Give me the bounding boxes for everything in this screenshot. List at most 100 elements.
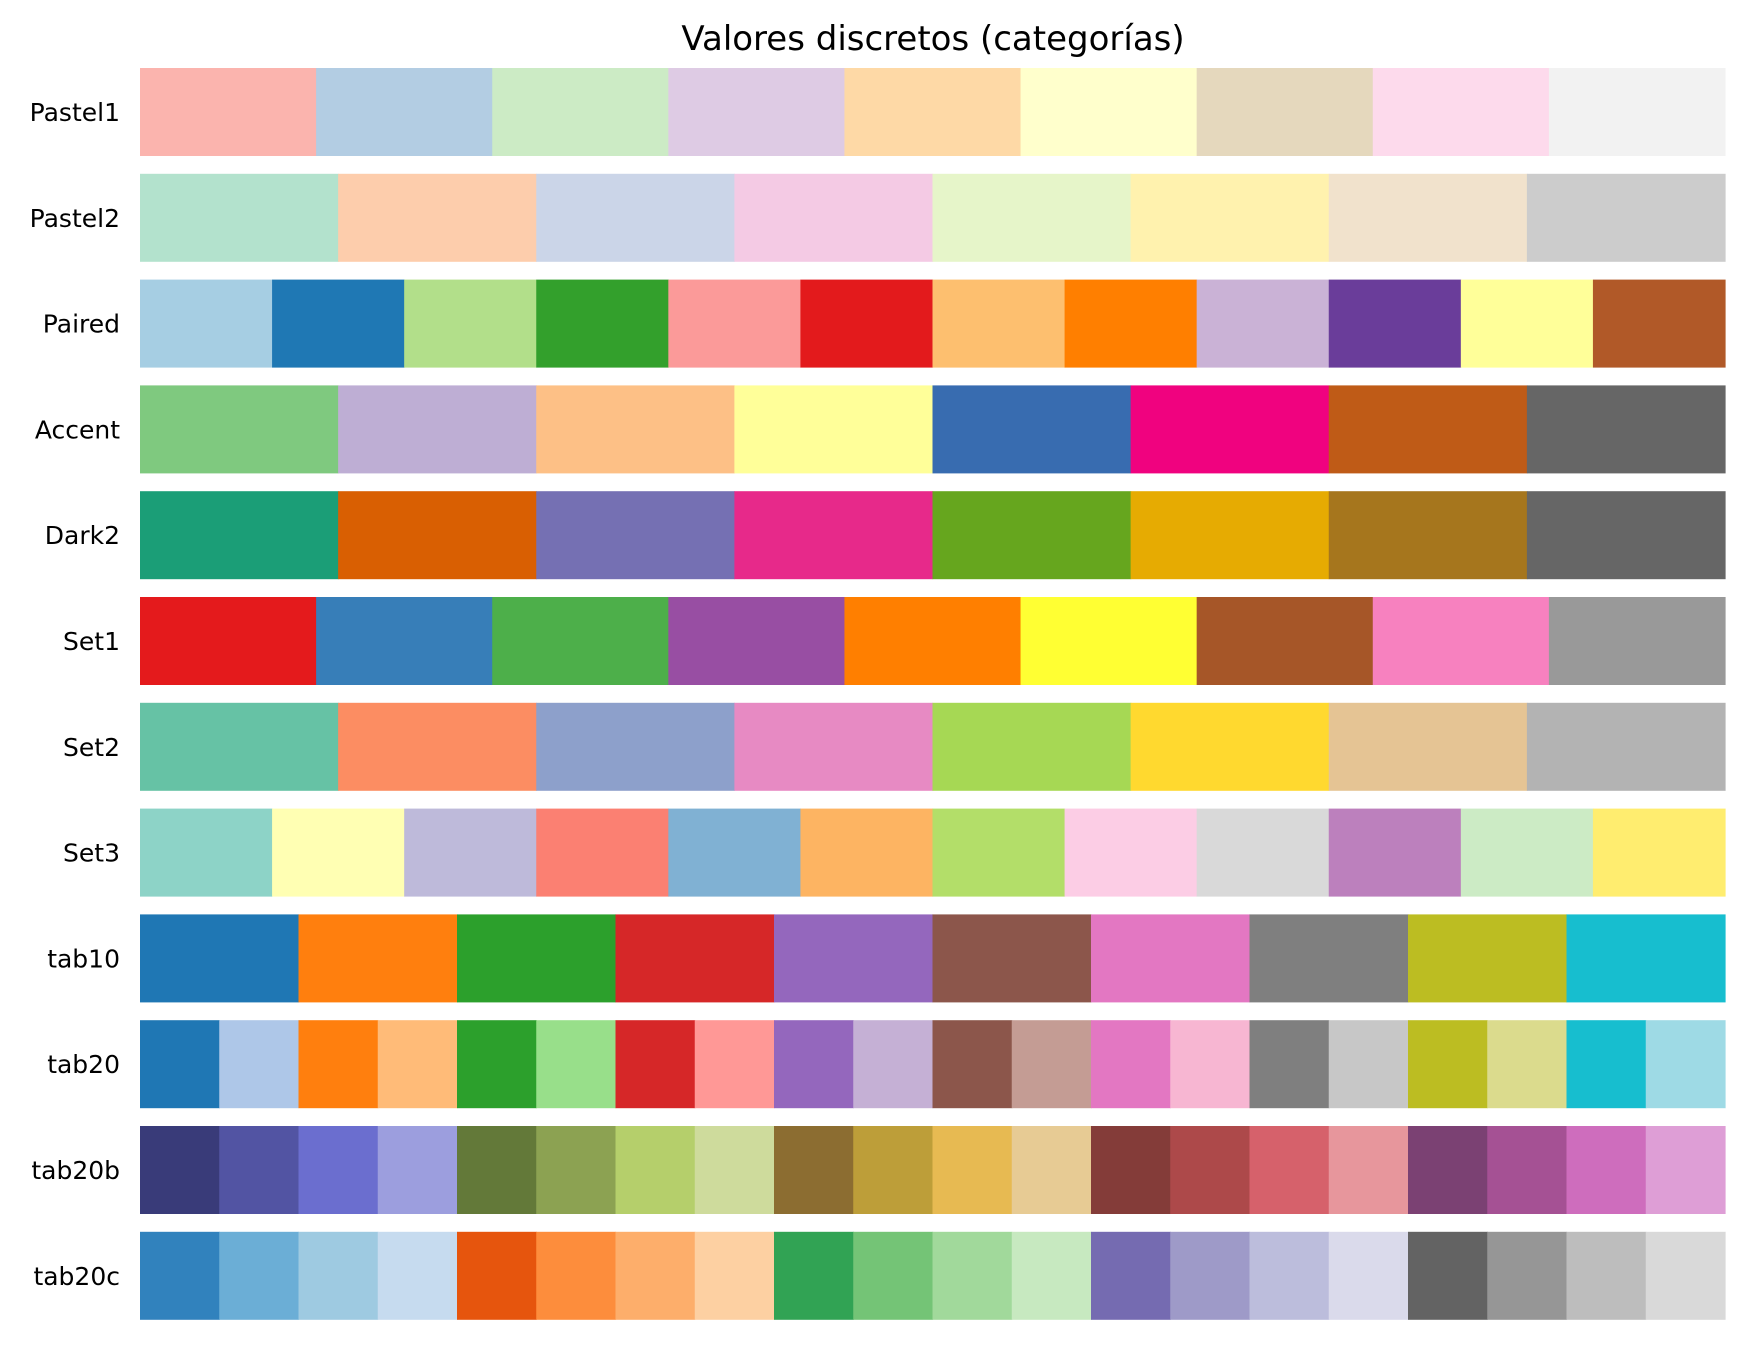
color-swatch — [1091, 1126, 1171, 1214]
color-swatch — [1130, 491, 1330, 580]
row-label: Accent — [35, 415, 120, 444]
color-swatch — [536, 1231, 617, 1320]
color-swatch — [298, 914, 458, 1003]
color-swatch — [1548, 68, 1726, 156]
color-swatch — [1548, 597, 1726, 685]
color-swatch — [492, 597, 669, 685]
color-swatch — [734, 702, 934, 791]
color-swatch — [140, 385, 339, 474]
color-swatch — [1328, 279, 1462, 368]
color-swatch — [1645, 1231, 1726, 1320]
color-swatch — [298, 1231, 379, 1320]
color-swatch — [1170, 1126, 1251, 1214]
color-swatch — [932, 385, 1132, 474]
color-swatch — [1526, 491, 1726, 580]
color-swatch — [1372, 68, 1550, 156]
color-swatch — [774, 1020, 854, 1109]
color-swatch — [404, 279, 537, 368]
color-swatch — [844, 597, 1022, 685]
palette-row-tab20: tab20 — [47, 1020, 1726, 1109]
color-swatch — [1064, 808, 1198, 897]
color-swatch — [140, 68, 317, 156]
color-swatch — [1170, 1231, 1251, 1320]
color-swatch — [1566, 1020, 1647, 1109]
color-swatch — [694, 1231, 775, 1320]
color-swatch — [536, 1126, 617, 1214]
color-swatch — [140, 491, 339, 580]
color-swatch — [734, 491, 934, 580]
color-swatch — [316, 68, 493, 156]
palette-row-set1: Set1 — [63, 597, 1726, 685]
color-swatch — [1091, 914, 1251, 1003]
color-swatch — [457, 1126, 537, 1214]
color-swatch — [1196, 808, 1330, 897]
color-swatch — [734, 385, 934, 474]
color-swatch — [853, 1020, 934, 1109]
color-swatch — [377, 1231, 458, 1320]
palette-row-pastel1: Pastel1 — [30, 68, 1726, 156]
color-swatch — [140, 1126, 220, 1214]
palette-rows: Pastel1 Pastel2 Paired Accent Dark2 Set1 Set2 S… — [30, 68, 1726, 1320]
color-swatch — [536, 1020, 617, 1109]
color-swatch — [140, 702, 339, 791]
palette-row-accent: Accent — [35, 385, 1726, 474]
color-swatch — [1170, 1020, 1251, 1109]
color-swatch — [1592, 279, 1726, 368]
color-swatch — [1328, 173, 1528, 262]
color-swatch — [1566, 1126, 1647, 1214]
palette-row-tab20b: tab20b — [31, 1126, 1726, 1214]
row-label: Set1 — [63, 627, 120, 656]
color-swatch — [615, 914, 775, 1003]
color-swatch — [338, 702, 537, 791]
color-swatch — [457, 914, 617, 1003]
color-swatch — [140, 173, 339, 262]
color-swatch — [932, 279, 1066, 368]
color-swatch — [536, 702, 735, 791]
color-swatch — [1566, 914, 1726, 1003]
color-swatch — [377, 1020, 458, 1109]
color-swatch — [1196, 279, 1330, 368]
color-swatch — [694, 1020, 775, 1109]
color-swatch — [800, 279, 934, 368]
color-swatch — [536, 385, 735, 474]
color-swatch — [1064, 279, 1198, 368]
color-swatch — [140, 597, 317, 685]
row-label: tab20 — [47, 1050, 120, 1079]
color-swatch — [1249, 914, 1409, 1003]
color-swatch — [1566, 1231, 1647, 1320]
color-swatch — [774, 1126, 854, 1214]
row-label: Pastel1 — [30, 98, 120, 127]
color-swatch — [932, 1126, 1013, 1214]
color-swatch — [734, 173, 934, 262]
color-swatch — [932, 1231, 1013, 1320]
row-label: Pastel2 — [30, 204, 120, 233]
color-swatch — [1249, 1020, 1330, 1109]
palette-row-pastel2: Pastel2 — [30, 173, 1726, 262]
color-swatch — [1408, 1126, 1488, 1214]
color-swatch — [140, 279, 273, 368]
palette-row-paired: Paired — [43, 279, 1726, 368]
color-swatch — [1460, 279, 1594, 368]
color-swatch — [1487, 1020, 1568, 1109]
color-swatch — [1011, 1126, 1092, 1214]
color-swatch — [1011, 1020, 1092, 1109]
color-swatch — [219, 1231, 300, 1320]
color-swatch — [694, 1126, 775, 1214]
color-swatch — [272, 808, 405, 897]
color-swatch — [800, 808, 934, 897]
color-swatch — [932, 702, 1132, 791]
color-swatch — [1249, 1126, 1330, 1214]
color-swatch — [774, 1231, 854, 1320]
color-swatch — [272, 279, 405, 368]
color-swatch — [1091, 1020, 1171, 1109]
color-swatch — [492, 68, 669, 156]
color-swatch — [1130, 173, 1330, 262]
color-swatch — [1328, 385, 1528, 474]
color-swatch — [1592, 808, 1726, 897]
color-swatch — [668, 279, 802, 368]
color-swatch — [1328, 491, 1528, 580]
color-swatch — [932, 808, 1066, 897]
palette-row-set3: Set3 — [63, 808, 1726, 897]
row-label: tab20b — [31, 1156, 120, 1185]
